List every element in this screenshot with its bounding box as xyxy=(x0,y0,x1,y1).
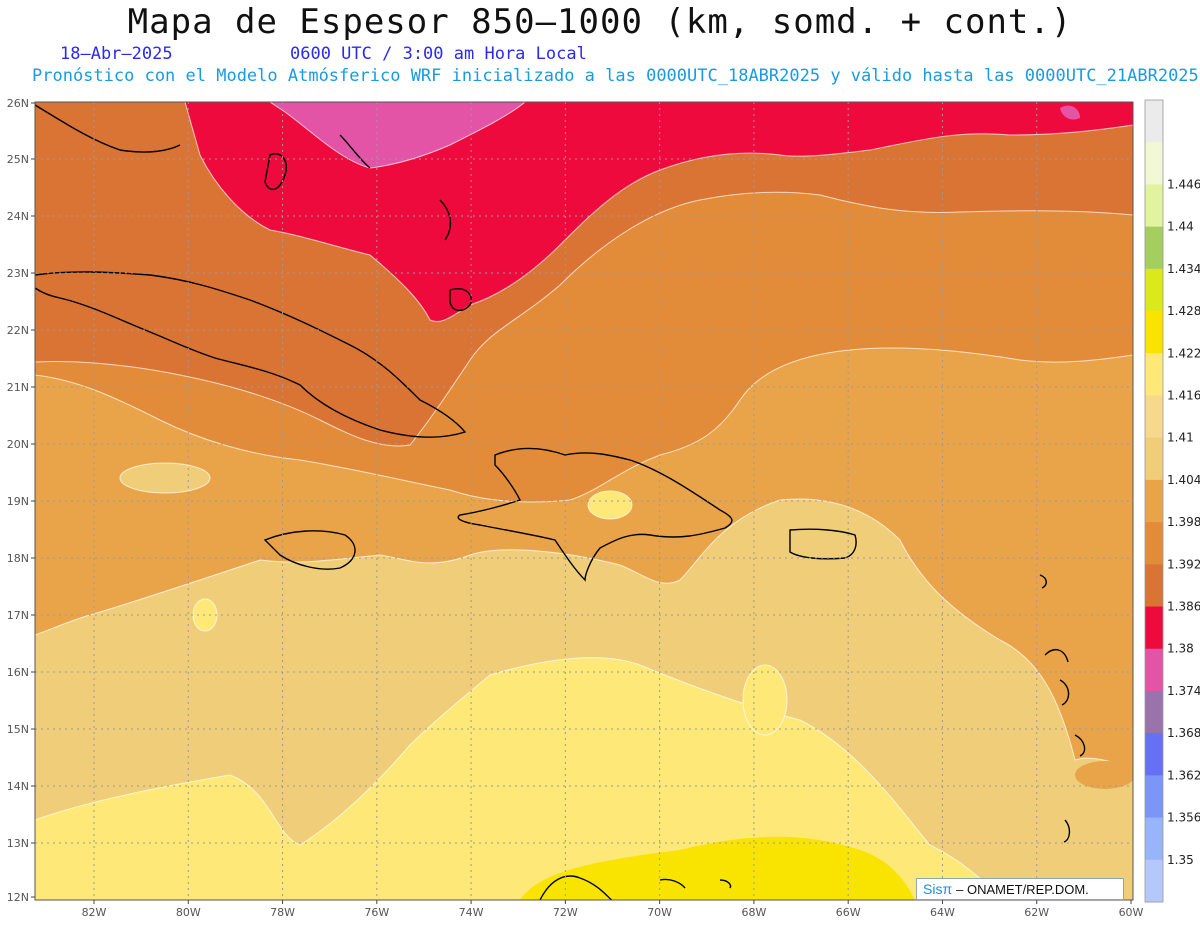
colorbar-swatch xyxy=(1145,859,1163,903)
lat-label: 12N xyxy=(7,891,29,904)
colorbar-label: 1.41 xyxy=(1167,431,1194,445)
colorbar-label: 1.35 xyxy=(1167,853,1194,867)
venezuela-coast xyxy=(539,875,613,900)
colorbar-swatch xyxy=(1145,817,1163,861)
colorbar-label: 1.416 xyxy=(1167,388,1200,402)
colorbar-label: 1.404 xyxy=(1167,473,1200,487)
lat-label: 14N xyxy=(7,780,29,793)
colorbar-label: 1.434 xyxy=(1167,262,1200,276)
lon-label: 78W xyxy=(270,906,295,919)
lon-label: 60W xyxy=(1119,906,1144,919)
lat-label: 16N xyxy=(7,666,29,679)
sispi-logo: Sisπ xyxy=(923,881,953,897)
lon-label: 76W xyxy=(364,906,389,919)
colorbar-swatch xyxy=(1145,142,1163,185)
organization-label: – ONAMET/REP.DOM. xyxy=(956,882,1089,897)
coastlines xyxy=(35,104,1086,900)
lat-label: 20N xyxy=(7,438,29,451)
colorbar-label: 1.368 xyxy=(1167,726,1200,740)
lat-label: 17N xyxy=(7,609,29,622)
lon-label: 80W xyxy=(176,906,201,919)
puerto-rico-coastline xyxy=(789,528,857,560)
lat-label: 25N xyxy=(7,153,29,166)
colorbar-swatch xyxy=(1145,226,1163,270)
colorbar-label: 1.422 xyxy=(1167,346,1200,360)
bahamas-cat xyxy=(439,199,452,241)
map-title: Mapa de Espesor 850–1000 (km, somd. + co… xyxy=(127,2,1073,42)
lat-label: 24N xyxy=(7,210,29,223)
model-info: Pronóstico con el Modelo Atmósferico WRF… xyxy=(32,66,1199,86)
colorbar-swatch xyxy=(1145,733,1163,776)
lesser-antilles xyxy=(1039,574,1086,843)
abc-islands xyxy=(659,878,732,889)
region-magenta xyxy=(269,102,526,169)
colorbar-swatch xyxy=(1145,522,1163,565)
lon-label: 70W xyxy=(647,906,672,919)
colorbar-label: 1.428 xyxy=(1167,304,1200,318)
colorbar-label: 1.44 xyxy=(1167,220,1194,234)
colorbar-swatch xyxy=(1145,311,1163,354)
map-gridlines xyxy=(35,102,1133,900)
colorbar-swatch xyxy=(1145,437,1163,481)
colorbar-swatch xyxy=(1145,606,1163,650)
valid-time: 0600 UTC / 3:00 am Hora Local xyxy=(290,44,587,64)
lat-label: 13N xyxy=(7,837,29,850)
colorbar-swatch xyxy=(1145,353,1163,396)
colorbar-swatch xyxy=(1145,690,1163,734)
colorbar-swatch xyxy=(1145,268,1163,312)
bahamas-inagua xyxy=(449,288,472,312)
lon-label: 72W xyxy=(553,906,578,919)
lon-label: 82W xyxy=(82,906,107,919)
longitude-axis: 82W 80W 78W 76W 74W 72W 70W 68W 66W 64W 62W 60W xyxy=(82,900,1144,919)
lat-label: 21N xyxy=(7,381,29,394)
florida-coast xyxy=(35,104,181,153)
colorbar: 1.446 1.44 1.434 1.428 1.422 1.416 1.41 1.404 1.… xyxy=(1144,99,1200,903)
colorbar-swatch xyxy=(1145,395,1163,439)
lat-label: 19N xyxy=(7,495,29,508)
colorbar-swatch xyxy=(1145,648,1163,692)
colorbar-swatch xyxy=(1145,100,1163,143)
colorbar-label: 1.392 xyxy=(1167,557,1200,571)
credit-badge: Sisπ – ONAMET/REP.DOM. xyxy=(916,878,1124,900)
jamaica-coastline xyxy=(263,530,356,570)
lat-label: 26N xyxy=(7,97,29,110)
lat-label: 15N xyxy=(7,723,29,736)
colorbar-swatch xyxy=(1145,564,1163,608)
colorbar-label: 1.356 xyxy=(1167,811,1200,825)
forecast-date: 18–Abr–2025 xyxy=(60,44,173,64)
colorbar-label: 1.374 xyxy=(1167,684,1200,698)
colorbar-label: 1.398 xyxy=(1167,515,1200,529)
lat-label: 22N xyxy=(7,324,29,337)
hispaniola-coastline xyxy=(457,447,733,582)
lon-label: 66W xyxy=(836,906,861,919)
lat-label: 23N xyxy=(7,267,29,280)
lon-label: 64W xyxy=(930,906,955,919)
lon-label: 74W xyxy=(459,906,484,919)
latitude-axis: 26N 25N 24N 23N 22N 21N 20N 19N 18N 17N 16N 15N 14N 1… xyxy=(7,97,35,904)
colorbar-label: 1.38 xyxy=(1167,642,1194,656)
region-red xyxy=(184,102,1133,323)
colorbar-swatch xyxy=(1145,775,1163,819)
lon-label: 68W xyxy=(741,906,766,919)
lat-label: 18N xyxy=(7,552,29,565)
thickness-field xyxy=(35,102,1133,900)
colorbar-swatch xyxy=(1145,479,1163,523)
colorbar-label: 1.386 xyxy=(1167,600,1200,614)
bahamas-eleuthera xyxy=(339,134,371,169)
colorbar-swatch xyxy=(1145,184,1163,228)
colorbar-label: 1.446 xyxy=(1167,177,1200,191)
region-yellow xyxy=(520,836,915,900)
lon-label: 62W xyxy=(1024,906,1049,919)
colorbar-label: 1.362 xyxy=(1167,768,1200,782)
cuba-coastline xyxy=(35,271,467,438)
bahamas-andros xyxy=(264,153,287,191)
